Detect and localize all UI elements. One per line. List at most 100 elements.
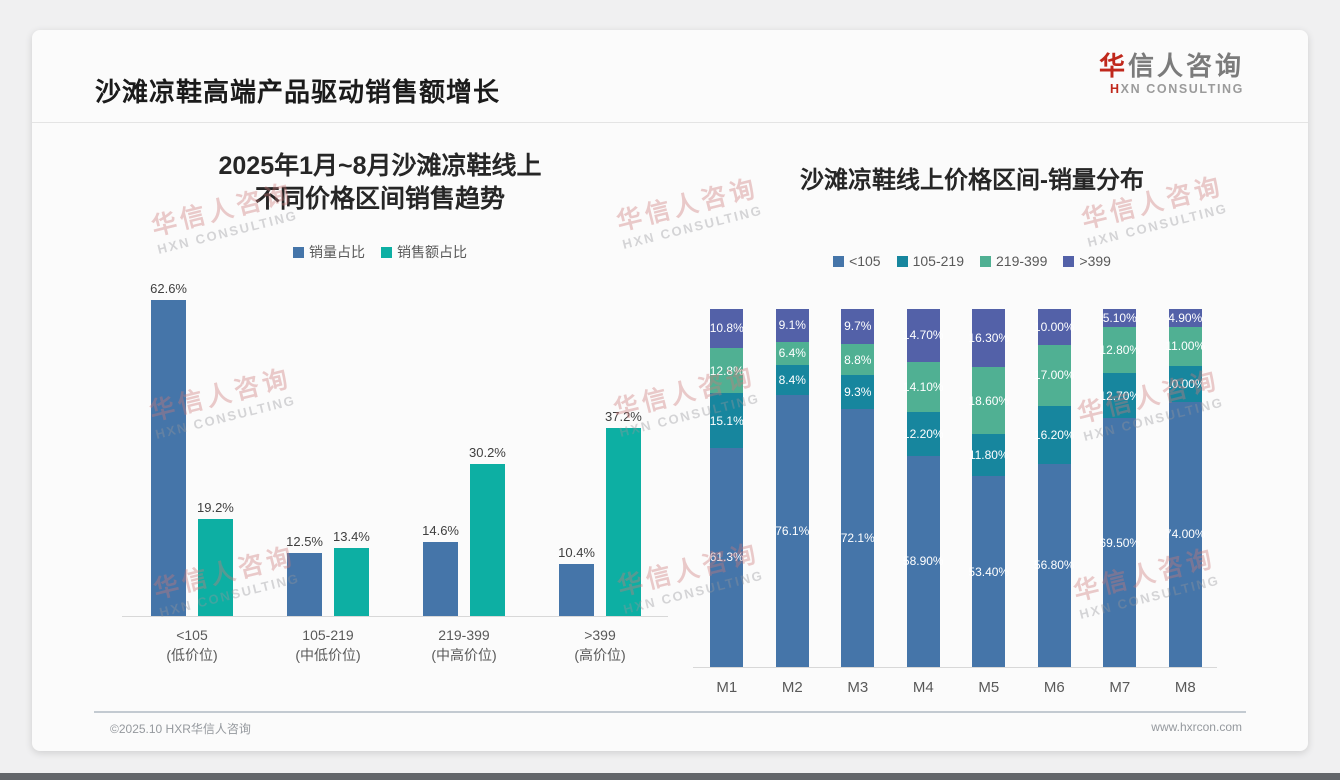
legend-label: 105-219: [912, 253, 964, 269]
copyright-text: ©2025.10 HXR华信人咨询: [110, 722, 251, 736]
bar-wrapper: 37.2%: [605, 276, 642, 616]
month-column: 56.80% 16.20% 17.00% 10.00%: [1022, 309, 1088, 667]
stacked-bar: 61.3% 15.1% 12.8% 10.8%: [709, 309, 744, 667]
segment-label: 15.1%: [709, 413, 744, 428]
slide-footer: ©2025.10 HXR华信人咨询 www.hxrcon.com: [110, 720, 1242, 737]
bar-value-label: 37.2%: [605, 409, 642, 425]
bar: [197, 519, 233, 616]
bar-wrapper: 14.6%: [422, 276, 459, 616]
segment-label: 69.50%: [1099, 535, 1141, 550]
month-label: M3: [847, 679, 869, 696]
bar: [287, 552, 323, 616]
grouped-bar-chart: 2025年1月~8月沙滩凉鞋线上 不同价格区间销售趋势 销量占比 销售额占比 62.…: [90, 138, 670, 666]
stacked-segment: 53.40%: [968, 476, 1009, 667]
bar-value-label: 12.5%: [286, 533, 323, 549]
bar-value-label: 30.2%: [469, 444, 506, 460]
legend-swatch: [980, 255, 991, 267]
segment-label: 10.00%: [1164, 376, 1206, 391]
segment-label: 4.90%: [1168, 310, 1203, 325]
legend-item: 105-219: [896, 253, 964, 269]
stacked-segment: 10.8%: [709, 309, 744, 348]
bar: [333, 548, 369, 616]
category-desc: (中高价位): [431, 647, 497, 664]
stacked-segment: 9.1%: [775, 309, 809, 342]
stacked-segment: 8.4%: [775, 364, 809, 395]
month-column: 76.1% 8.4% 6.4% 9.1%: [760, 309, 826, 667]
legend-item: <105: [833, 253, 881, 269]
category-range: 105-219: [302, 627, 354, 643]
category-range: <105: [176, 627, 208, 643]
legend-label: <105: [849, 253, 881, 269]
bar-value-label: 10.4%: [558, 544, 595, 560]
right-chart-axis: [693, 667, 1217, 668]
segment-label: 61.3%: [709, 550, 744, 565]
segment-label: 5.10%: [1102, 311, 1137, 326]
month-label: M6: [1043, 679, 1065, 696]
month-column: 58.90% 12.20% 14.10% 14.70%: [891, 309, 957, 667]
bar-wrapper: 10.4%: [558, 276, 595, 616]
stacked-segment: 14.10%: [903, 361, 944, 413]
page-title: 沙滩凉鞋高端产品驱动销售额增长: [95, 77, 501, 107]
legend-label: >399: [1079, 253, 1111, 269]
category-desc: (高价位): [574, 647, 626, 664]
category-label: 105-219 (中低价位): [260, 625, 396, 666]
stacked-segment: 16.20%: [1034, 405, 1075, 464]
bar: [559, 563, 595, 616]
legend-item: 销售额占比: [381, 242, 467, 262]
left-chart-legend: 销量占比 销售额占比: [90, 242, 670, 262]
segment-label: 12.20%: [902, 427, 944, 442]
month-column: 72.1% 9.3% 8.8% 9.7%: [825, 309, 891, 667]
stacked-bar: 53.40% 11.80% 18.60% 16.30%: [968, 309, 1009, 667]
month-label: M2: [781, 679, 803, 696]
stacked-segment: 56.80%: [1034, 463, 1075, 667]
month-label: M4: [912, 679, 934, 696]
bar-wrapper: 62.6%: [150, 276, 187, 616]
stacked-bar: 58.90% 12.20% 14.10% 14.70%: [903, 309, 944, 667]
segment-label: 72.1%: [840, 530, 875, 545]
left-chart-categories: <105 (低价位) 105-219 (中低价位) 219-399 (中高价位) >399 (…: [124, 625, 670, 666]
bar-wrapper: 30.2%: [469, 276, 506, 616]
bar-value-label: 13.4%: [333, 529, 370, 545]
stacked-bar: 76.1% 8.4% 6.4% 9.1%: [775, 309, 810, 667]
stacked-segment: 69.50%: [1099, 418, 1140, 667]
bar-group: 10.4% 37.2%: [532, 276, 668, 616]
stacked-bar: 74.00% 10.00% 11.00% 4.90%: [1165, 309, 1206, 667]
bar-group: 12.5% 13.4%: [260, 276, 396, 616]
month-label: M8: [1174, 679, 1196, 696]
stacked-segment: 18.60%: [968, 367, 1009, 434]
bar-value-label: 19.2%: [197, 500, 234, 515]
stacked-segment: 74.00%: [1165, 401, 1206, 667]
segment-label: 74.00%: [1164, 527, 1206, 542]
stacked-segment: 9.7%: [841, 309, 875, 344]
segment-label: 12.70%: [1099, 388, 1141, 403]
stacked-segment: 58.90%: [903, 455, 944, 667]
legend-item: 销量占比: [293, 242, 365, 262]
segment-label: 58.90%: [902, 554, 944, 569]
segment-label: 76.1%: [775, 523, 810, 538]
stacked-segment: 11.00%: [1165, 326, 1205, 367]
month-column: 69.50% 12.70% 12.80% 5.10%: [1087, 309, 1153, 667]
left-chart-plot: 62.6% 19.2% 12.5% 13.4% 14.6% 30.2% 10.4% 37.2%: [124, 276, 670, 616]
stacked-bar-chart: 沙滩凉鞋线上价格区间-销量分布 <105 105-219 219-399 >399 6…: [687, 138, 1257, 696]
month-column: 61.3% 15.1% 12.8% 10.8%: [694, 309, 760, 667]
slide-card: 华信人咨询 HXN CONSULTING 华信人咨询 HXN CONSULTING 华信…: [32, 30, 1308, 751]
stacked-bar: 56.80% 16.20% 17.00% 10.00%: [1034, 309, 1075, 667]
stacked-segment: 10.00%: [1165, 366, 1206, 402]
bar-value-label: 62.6%: [150, 280, 187, 296]
segment-label: 14.70%: [902, 328, 944, 343]
segment-label: 9.3%: [844, 384, 872, 399]
segment-label: 10.8%: [709, 321, 744, 336]
segment-label: 11.80%: [968, 447, 1009, 462]
month-label: M7: [1109, 679, 1131, 696]
category-range: 219-399: [438, 627, 490, 643]
bar-wrapper: 12.5%: [286, 276, 323, 616]
stacked-segment: 8.8%: [841, 343, 875, 376]
legend-swatch: [896, 255, 908, 267]
segment-label: 16.20%: [1033, 427, 1075, 442]
stacked-segment: 12.20%: [903, 412, 944, 456]
bar-group: 14.6% 30.2%: [396, 276, 532, 616]
segment-label: 16.30%: [968, 331, 1010, 346]
category-label: >399 (高价位): [532, 625, 668, 666]
month-column: 74.00% 10.00% 11.00% 4.90%: [1153, 309, 1219, 667]
